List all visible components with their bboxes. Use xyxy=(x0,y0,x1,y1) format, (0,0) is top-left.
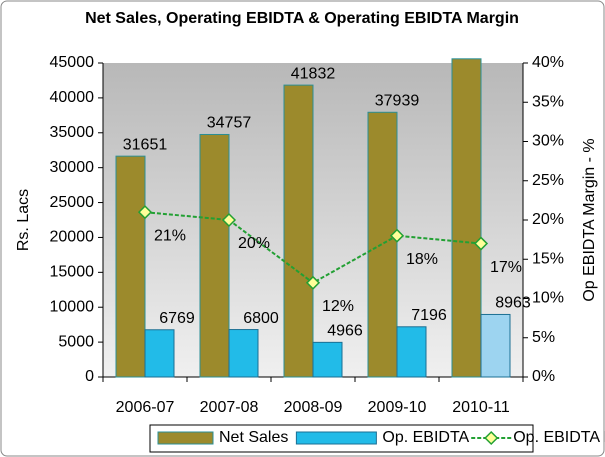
bar xyxy=(144,329,175,378)
data-label: 20% xyxy=(238,235,270,252)
y2-tick-label: 15% xyxy=(532,250,564,267)
y-tick-label: 25000 xyxy=(50,194,95,211)
x-tick-label: 2010-11 xyxy=(452,399,510,416)
y-tick-label: 0 xyxy=(85,368,94,385)
y-tick-label: 10000 xyxy=(50,298,95,315)
line-marker xyxy=(221,212,237,228)
chart-title: Net Sales, Operating EBIDTA & Operating … xyxy=(85,10,519,27)
bar xyxy=(115,155,146,378)
legend-marker xyxy=(484,430,499,446)
data-label: 7196 xyxy=(411,307,447,324)
data-label: 37939 xyxy=(375,92,420,109)
y-tick-label: 15000 xyxy=(50,264,95,281)
y2-axis-title: Op EBIDTA Margin - % xyxy=(581,138,598,301)
data-label: 6769 xyxy=(159,310,195,327)
y-tick-label: 20000 xyxy=(50,229,95,246)
y-tick-label: 45000 xyxy=(50,54,95,71)
y-tick-label: 40000 xyxy=(50,89,95,106)
legend-label: Net Sales xyxy=(219,429,288,446)
legend-swatch xyxy=(295,431,377,445)
y2-tick-label: 5% xyxy=(532,329,555,346)
legend-swatch xyxy=(157,431,214,445)
x-tick-label: 2007-08 xyxy=(200,399,259,416)
y-tick-label: 35000 xyxy=(50,124,95,141)
y2-tick-label: 40% xyxy=(532,54,564,71)
line-marker xyxy=(389,228,405,243)
y2-tick-label: 20% xyxy=(532,211,564,228)
x-tick-label: 2009-10 xyxy=(368,399,427,416)
data-label: 21% xyxy=(154,227,186,244)
bar xyxy=(283,84,314,378)
y2-tick-label: 0% xyxy=(532,368,555,385)
bar xyxy=(312,341,343,378)
data-label: 12% xyxy=(322,298,354,315)
data-label: 34757 xyxy=(207,115,252,132)
legend-label: Op. EBIDTA xyxy=(382,429,469,446)
data-label: 18% xyxy=(406,251,438,268)
data-label: 4966 xyxy=(327,323,363,340)
y2-tick-label: 30% xyxy=(532,133,564,150)
legend xyxy=(149,424,534,453)
bar xyxy=(228,329,259,378)
data-label: 41832 xyxy=(291,65,336,82)
bar xyxy=(367,111,398,378)
bar xyxy=(396,326,427,378)
x-tick-label: 2006-07 xyxy=(116,399,175,416)
legend-label: Op. EBIDTA Margin xyxy=(513,429,605,446)
line-marker xyxy=(137,205,153,220)
y2-tick-label: 25% xyxy=(532,172,564,189)
line-marker xyxy=(473,236,489,251)
y-tick-label: 5000 xyxy=(58,333,94,350)
y2-tick-label: 35% xyxy=(532,93,564,110)
data-label: 31651 xyxy=(123,136,168,153)
y-tick-label: 30000 xyxy=(50,159,95,176)
data-label: 6800 xyxy=(243,310,279,327)
line-marker xyxy=(305,275,321,290)
bar xyxy=(199,133,230,378)
bar xyxy=(451,58,482,378)
y2-tick-label: 10% xyxy=(532,290,564,307)
x-tick-label: 2008-09 xyxy=(284,399,343,416)
y-axis-title: Rs. Lacs xyxy=(15,189,32,251)
data-label: 17% xyxy=(490,259,522,276)
data-label: 8963 xyxy=(495,295,531,312)
bar xyxy=(480,313,511,378)
